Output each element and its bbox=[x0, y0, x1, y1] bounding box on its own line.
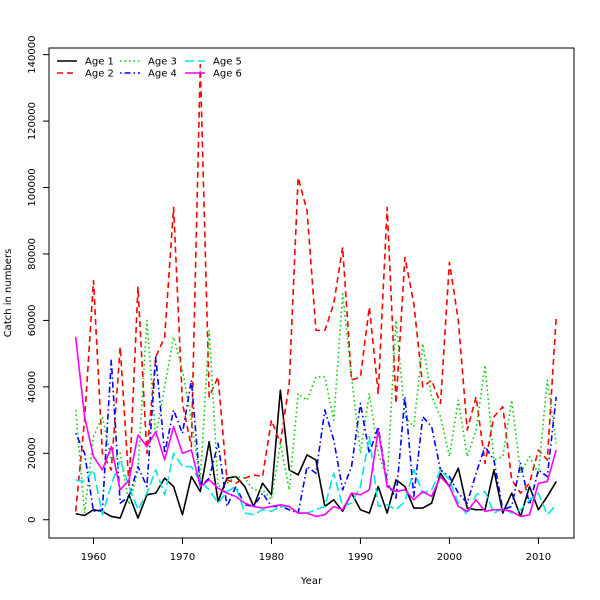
y-tick-label: 140000 bbox=[27, 36, 38, 74]
x-tick-label: 1980 bbox=[259, 552, 284, 563]
x-tick-label: 1990 bbox=[348, 552, 373, 563]
series-line-age-2 bbox=[74, 63, 557, 512]
legend-label-age-1: Age 1 bbox=[85, 57, 114, 68]
series-line-age-6 bbox=[74, 336, 557, 518]
legend-label-age-5: Age 5 bbox=[213, 57, 242, 68]
y-tick-label: 100000 bbox=[27, 168, 38, 206]
x-tick-label: 1960 bbox=[81, 552, 106, 563]
legend-label-age-2: Age 2 bbox=[85, 69, 114, 80]
legend-label-age-6: Age 6 bbox=[213, 69, 242, 80]
x-tick-label: 2000 bbox=[437, 552, 462, 563]
series-line-age-1 bbox=[75, 389, 557, 519]
y-tick-label: 40000 bbox=[27, 371, 38, 403]
series-line-age-5 bbox=[75, 435, 557, 516]
y-tick-label: 80000 bbox=[27, 238, 38, 270]
legend-label-age-4: Age 4 bbox=[148, 69, 177, 80]
x-axis-label: Year bbox=[300, 576, 323, 587]
y-tick-label: 20000 bbox=[27, 437, 38, 469]
y-axis-label: Catch in numbers bbox=[3, 249, 14, 338]
series-lines bbox=[74, 63, 557, 519]
x-tick-label: 2010 bbox=[526, 552, 551, 563]
y-tick-label: 120000 bbox=[27, 102, 38, 140]
plot-frame bbox=[48, 47, 575, 539]
series-line-age-3 bbox=[74, 293, 557, 514]
x-tick-label: 1970 bbox=[170, 552, 195, 563]
legend-label-age-3: Age 3 bbox=[148, 57, 177, 68]
y-tick-label: 60000 bbox=[27, 305, 38, 337]
y-tick-label: 0 bbox=[27, 517, 38, 523]
series-line-age-4 bbox=[74, 356, 557, 514]
axes: 1960 1970 1980 1990 2000 2010 0 20000 40000 60000… bbox=[27, 36, 551, 563]
